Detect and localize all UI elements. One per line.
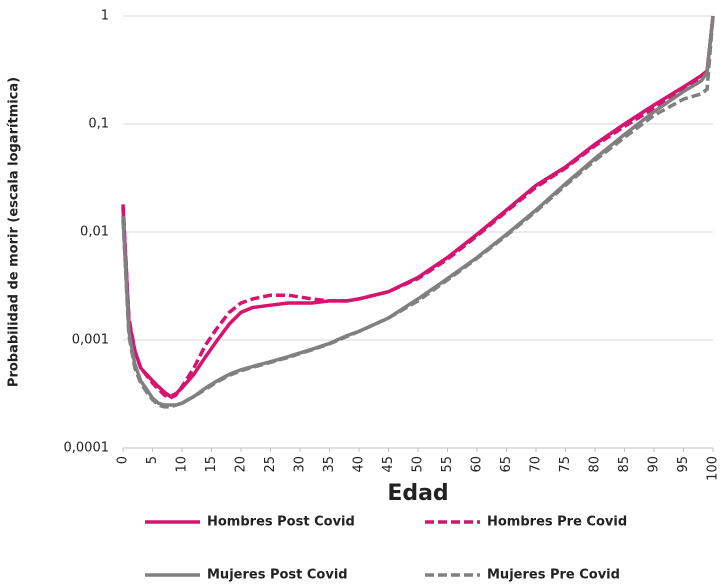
x-tick-label: 90: [647, 456, 662, 473]
x-tick-label: 100: [706, 456, 721, 481]
line-series: [121, 15, 715, 409]
legend-label: Hombres Post Covid: [207, 515, 355, 530]
x-tick-label: 65: [499, 456, 514, 473]
x-axis-title: Edad: [387, 481, 448, 506]
x-tick-label: 20: [234, 456, 249, 473]
x-tick-label: 0: [116, 456, 131, 464]
x-tick-label: 60: [470, 456, 485, 473]
x-tick-label: 75: [558, 456, 573, 473]
x-tick-label: 15: [204, 456, 219, 473]
x-tick-label: 5: [145, 456, 160, 464]
x-tick-label: 80: [588, 456, 603, 473]
line-series: [121, 15, 715, 399]
y-tick-label: 0,0001: [64, 441, 110, 456]
x-tick-label: 55: [440, 456, 455, 473]
x-tick-label: 70: [529, 456, 544, 473]
x-tick-label: 40: [352, 456, 367, 473]
x-tick-label: 85: [617, 456, 632, 473]
y-axis-title: Probabilidad de morir (escala logarítmic…: [7, 77, 22, 387]
legend-label: Mujeres Post Covid: [207, 568, 348, 583]
y-tick-label: 0,01: [80, 225, 109, 240]
line-series: [121, 15, 715, 401]
legend-label: Hombres Pre Covid: [487, 515, 627, 530]
x-tick-label: 50: [411, 456, 426, 473]
x-tick-label: 25: [263, 456, 278, 473]
x-tick-label: 10: [175, 456, 190, 473]
y-tick-label: 1: [101, 9, 109, 24]
x-tick-label: 35: [322, 456, 337, 473]
legend-label: Mujeres Pre Covid: [487, 568, 620, 583]
y-tick-label: 0,1: [88, 117, 109, 132]
x-tick-label: 30: [293, 456, 308, 473]
y-tick-label: 0,001: [72, 333, 109, 348]
x-tick-label: 95: [676, 456, 691, 473]
x-tick-label: 45: [381, 456, 396, 473]
